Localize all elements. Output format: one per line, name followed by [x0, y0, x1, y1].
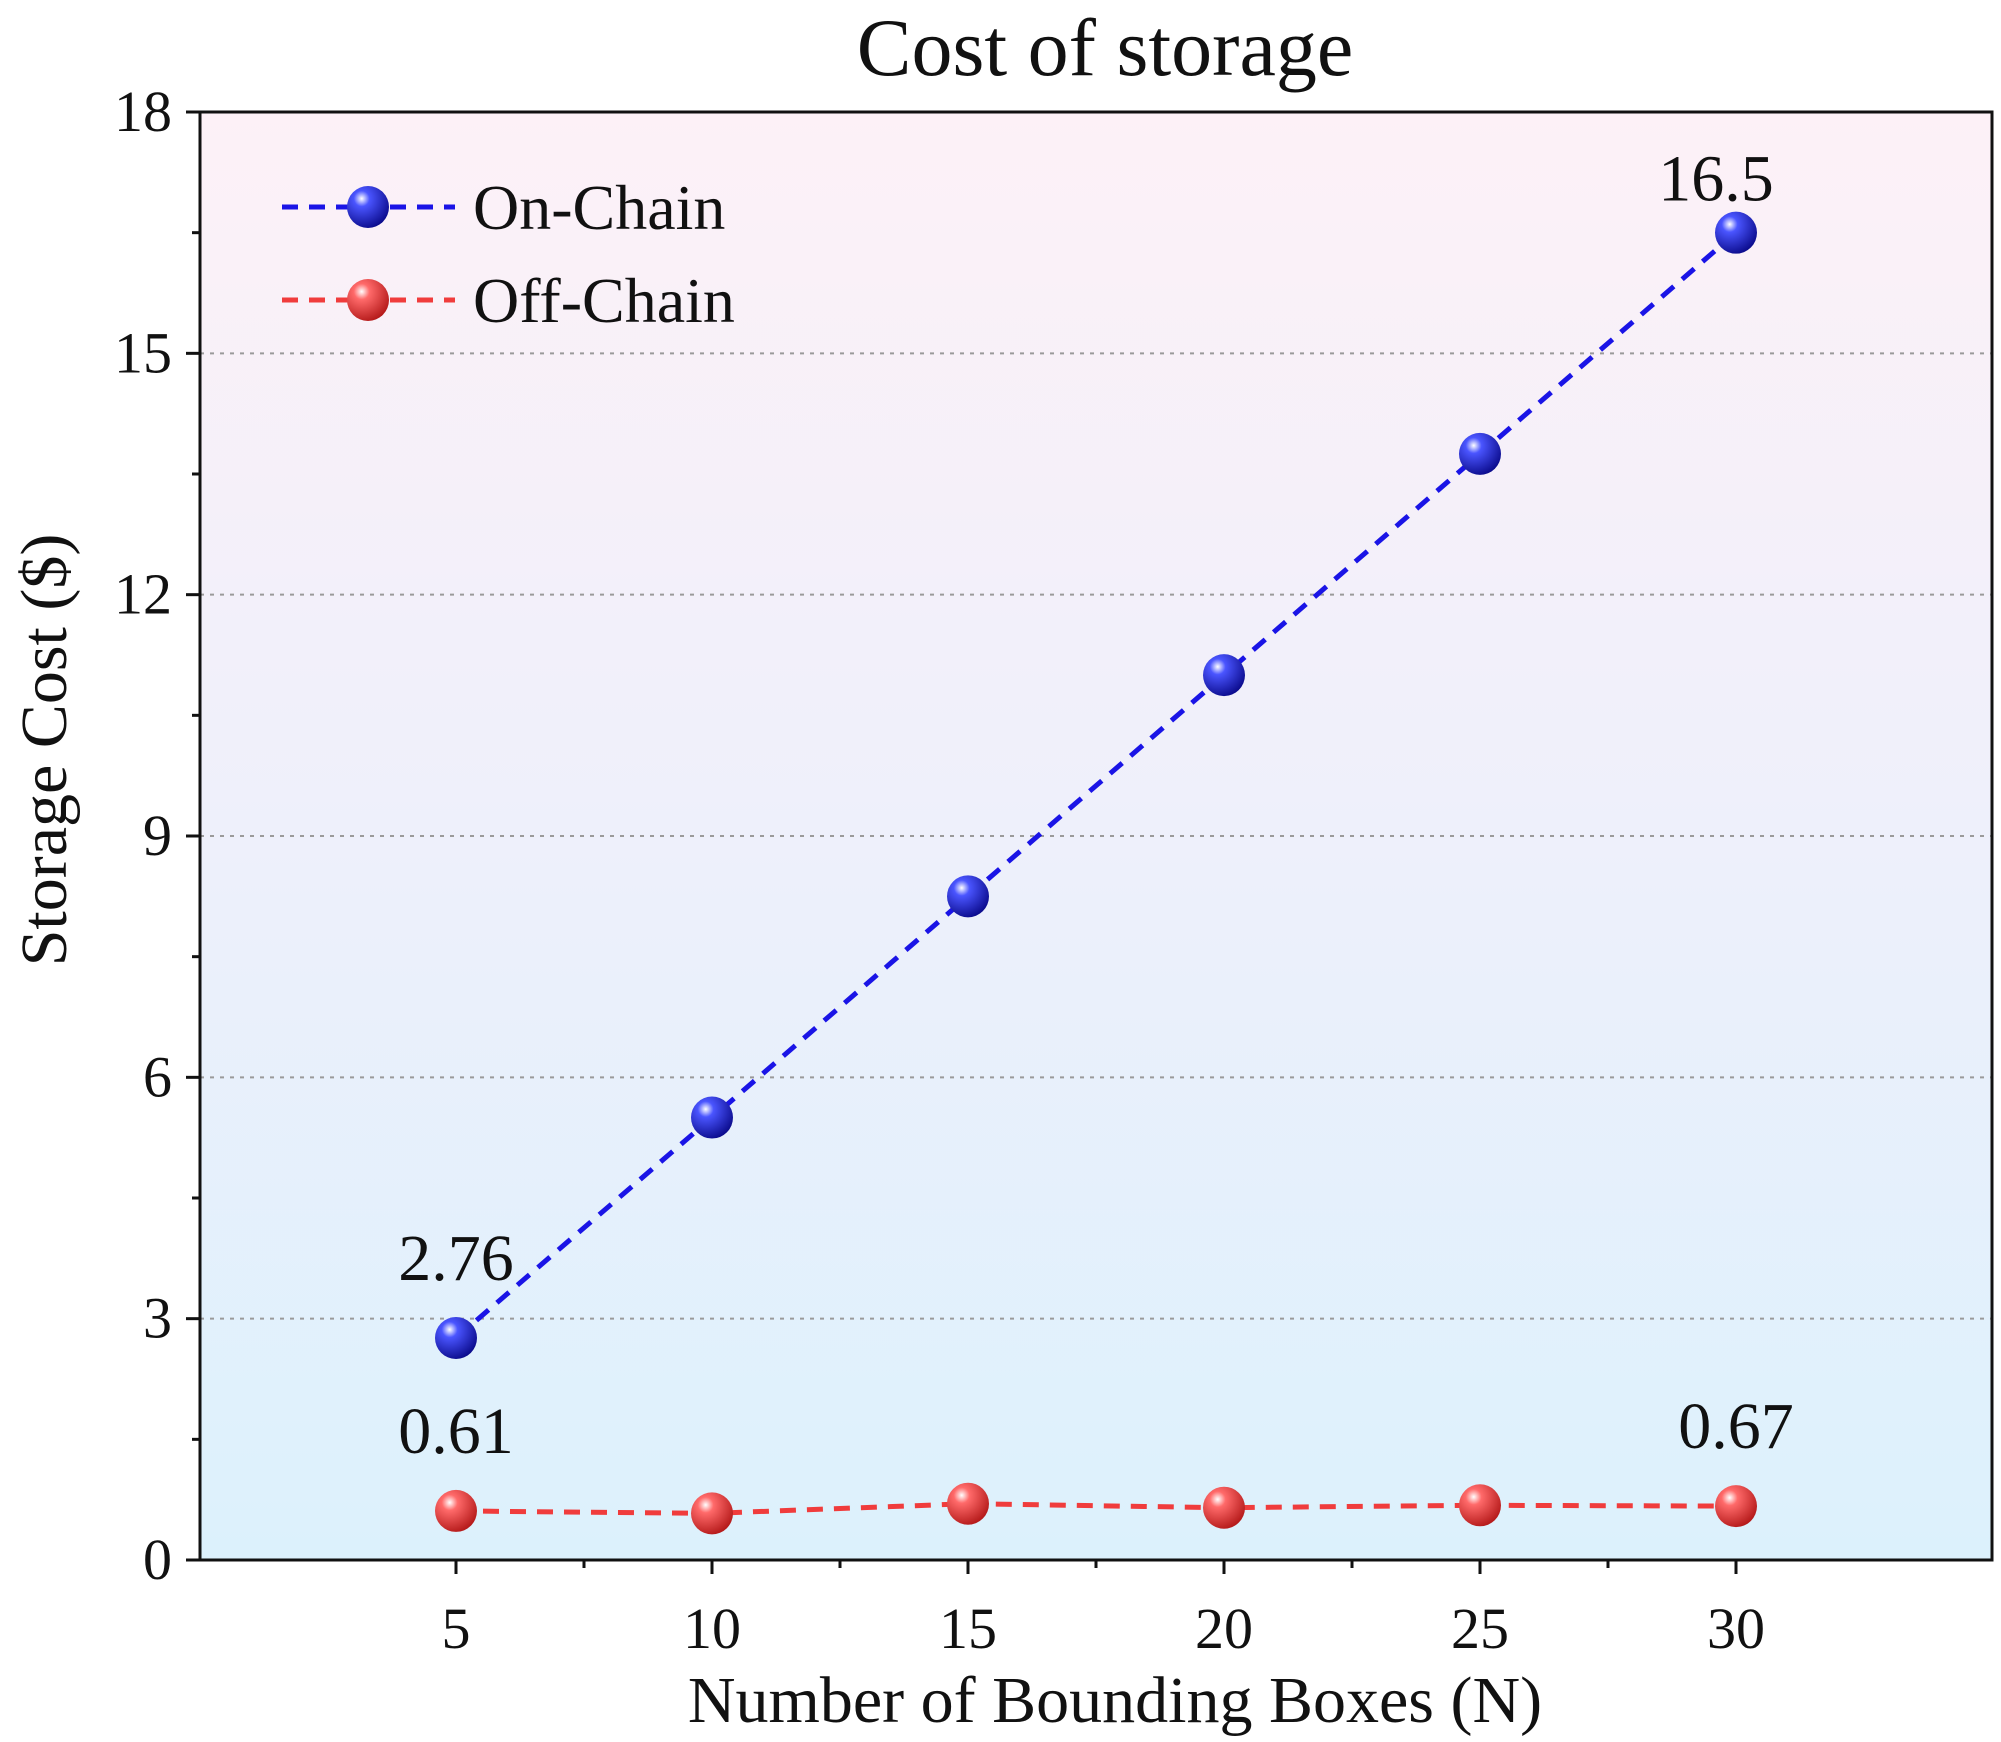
legend-marker — [347, 279, 389, 321]
x-tick-label: 30 — [1707, 1596, 1765, 1661]
y-tick-label: 12 — [114, 562, 172, 627]
x-axis-label: Number of Bounding Boxes (N) — [688, 1664, 1542, 1737]
data-point — [1203, 654, 1245, 697]
series-line — [455, 1501, 1737, 1516]
data-point — [1459, 432, 1501, 475]
y-tick-label: 6 — [143, 1044, 172, 1109]
y-tick-label: 18 — [114, 79, 172, 144]
chart-title: Cost of storage — [857, 2, 1353, 93]
data-label: 16.5 — [1658, 143, 1774, 216]
x-tick-label: 25 — [1451, 1596, 1509, 1661]
y-axis-label: Storage Cost ($) — [8, 534, 81, 967]
legend-marker — [347, 186, 389, 228]
data-point — [1715, 1485, 1757, 1528]
data-point — [435, 1316, 477, 1359]
x-tick-label: 20 — [1195, 1596, 1253, 1661]
data-point — [947, 875, 989, 918]
legend-label: Off-Chain — [473, 265, 735, 336]
data-point — [1715, 211, 1757, 254]
x-tick-label: 15 — [939, 1596, 997, 1661]
data-point — [691, 1492, 733, 1535]
x-tick-label: 5 — [442, 1596, 471, 1661]
data-label: 2.76 — [398, 1222, 514, 1295]
data-label: 0.67 — [1678, 1390, 1794, 1463]
y-tick-label: 0 — [143, 1527, 172, 1592]
grid-lines — [200, 352, 1992, 1320]
data-point — [1459, 1484, 1501, 1527]
data-point — [1203, 1486, 1245, 1529]
x-tick-label: 10 — [683, 1596, 741, 1661]
data-point — [435, 1489, 477, 1532]
series-layer — [435, 211, 1757, 1535]
legend-label: On-Chain — [473, 172, 725, 243]
series-line — [454, 230, 1738, 1340]
y-tick-label: 3 — [143, 1286, 172, 1351]
series-on-chain — [435, 211, 1757, 1359]
data-point — [947, 1482, 989, 1525]
data-point — [691, 1096, 733, 1139]
y-tick-label: 15 — [114, 320, 172, 385]
data-labels: 2.76 16.5 0.61 0.67 — [398, 143, 1794, 1468]
y-tick-label: 9 — [143, 803, 172, 868]
axis-ticks: 0 3 6 9 12 15 18 5 10 15 20 25 30 — [114, 79, 1765, 1661]
legend: On-Chain Off-Chain — [282, 172, 735, 336]
series-off-chain — [435, 1482, 1757, 1535]
data-label: 0.61 — [398, 1395, 514, 1468]
